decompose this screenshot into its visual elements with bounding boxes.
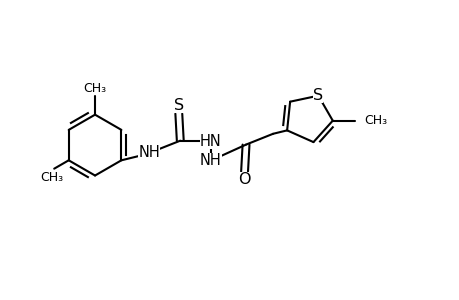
Text: NH: NH bbox=[199, 153, 221, 168]
Text: NH: NH bbox=[138, 146, 160, 160]
Text: CH₃: CH₃ bbox=[364, 114, 387, 127]
Text: HN: HN bbox=[199, 134, 221, 149]
Text: S: S bbox=[174, 98, 184, 113]
Text: CH₃: CH₃ bbox=[83, 82, 106, 95]
Text: S: S bbox=[313, 88, 323, 103]
Text: O: O bbox=[238, 172, 250, 187]
Text: CH₃: CH₃ bbox=[40, 171, 63, 184]
